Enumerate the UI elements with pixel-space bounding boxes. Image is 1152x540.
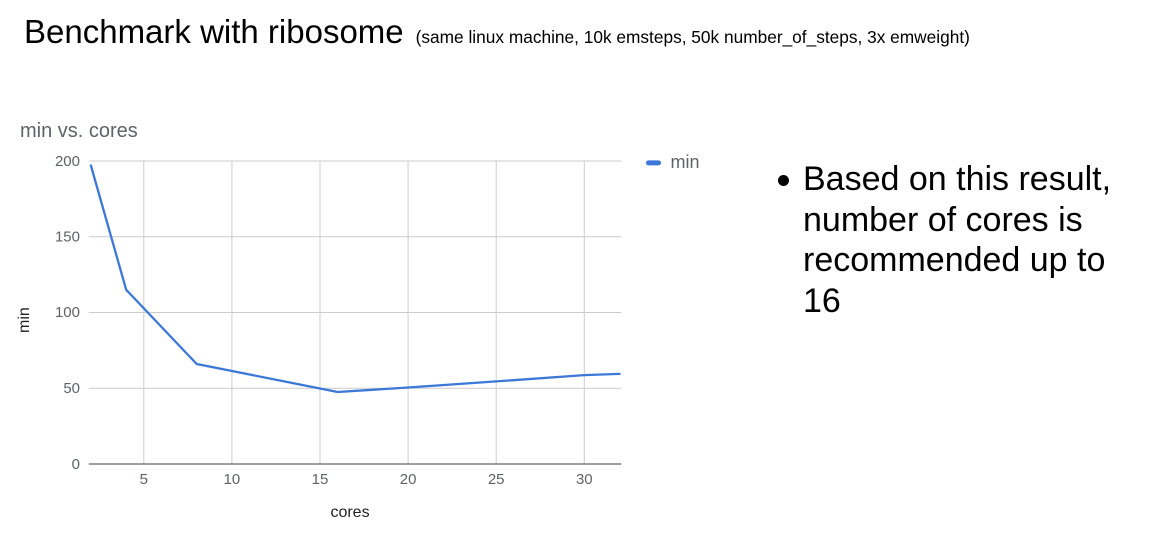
svg-text:100: 100: [55, 304, 80, 321]
svg-text:15: 15: [312, 471, 329, 488]
svg-text:25: 25: [488, 471, 505, 488]
svg-text:30: 30: [576, 471, 593, 488]
svg-text:min: min: [671, 152, 700, 172]
svg-text:0: 0: [72, 456, 80, 473]
svg-text:50: 50: [63, 380, 80, 397]
svg-text:cores: cores: [330, 504, 369, 521]
svg-text:150: 150: [55, 229, 80, 246]
svg-text:5: 5: [140, 471, 148, 488]
svg-text:20: 20: [400, 471, 417, 488]
svg-text:200: 200: [55, 153, 80, 170]
svg-text:10: 10: [224, 471, 241, 488]
